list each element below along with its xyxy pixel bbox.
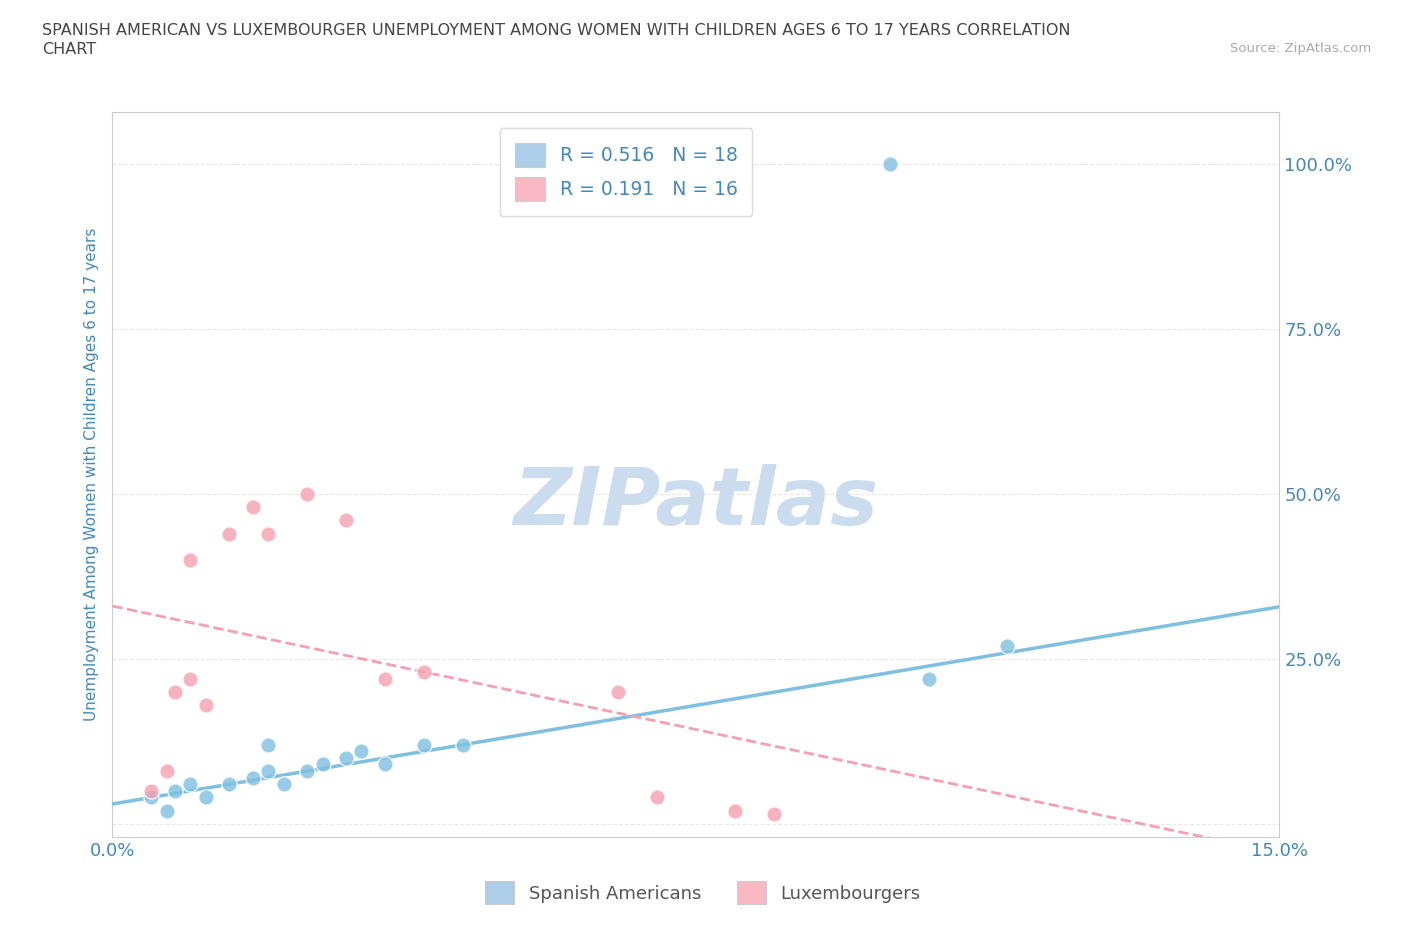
Point xyxy=(194,698,217,712)
Point xyxy=(995,638,1018,653)
Point xyxy=(374,671,396,686)
Point xyxy=(879,157,901,172)
Point xyxy=(163,684,186,699)
Point xyxy=(762,806,785,821)
Point xyxy=(141,783,163,798)
Point xyxy=(194,790,217,804)
Point xyxy=(179,777,201,791)
Point xyxy=(257,737,280,752)
Text: CHART: CHART xyxy=(42,42,96,57)
Point xyxy=(295,764,318,778)
Y-axis label: Unemployment Among Women with Children Ages 6 to 17 years: Unemployment Among Women with Children A… xyxy=(83,228,98,721)
Point xyxy=(242,770,264,785)
Point xyxy=(156,804,179,818)
Legend: R = 0.516   N = 18, R = 0.191   N = 16: R = 0.516 N = 18, R = 0.191 N = 16 xyxy=(499,128,752,216)
Legend: Spanish Americans, Luxembourgers: Spanish Americans, Luxembourgers xyxy=(478,874,928,911)
Point xyxy=(242,499,264,514)
Point xyxy=(295,486,318,501)
Point xyxy=(335,751,357,765)
Point xyxy=(412,737,434,752)
Point xyxy=(724,804,747,818)
Point xyxy=(607,684,630,699)
Text: ZIPatlas: ZIPatlas xyxy=(513,464,879,542)
Point xyxy=(273,777,295,791)
Point xyxy=(179,671,201,686)
Point xyxy=(179,552,201,567)
Point xyxy=(918,671,941,686)
Point xyxy=(335,513,357,528)
Point xyxy=(218,526,240,541)
Text: SPANISH AMERICAN VS LUXEMBOURGER UNEMPLOYMENT AMONG WOMEN WITH CHILDREN AGES 6 T: SPANISH AMERICAN VS LUXEMBOURGER UNEMPLO… xyxy=(42,23,1071,38)
Point xyxy=(257,764,280,778)
Point xyxy=(156,764,179,778)
Point xyxy=(350,744,373,759)
Point xyxy=(163,783,186,798)
Point xyxy=(311,757,333,772)
Point xyxy=(645,790,668,804)
Point xyxy=(412,665,434,680)
Point xyxy=(218,777,240,791)
Point xyxy=(451,737,474,752)
Point xyxy=(141,790,163,804)
Point xyxy=(257,526,280,541)
Point xyxy=(374,757,396,772)
Text: Source: ZipAtlas.com: Source: ZipAtlas.com xyxy=(1230,42,1371,55)
